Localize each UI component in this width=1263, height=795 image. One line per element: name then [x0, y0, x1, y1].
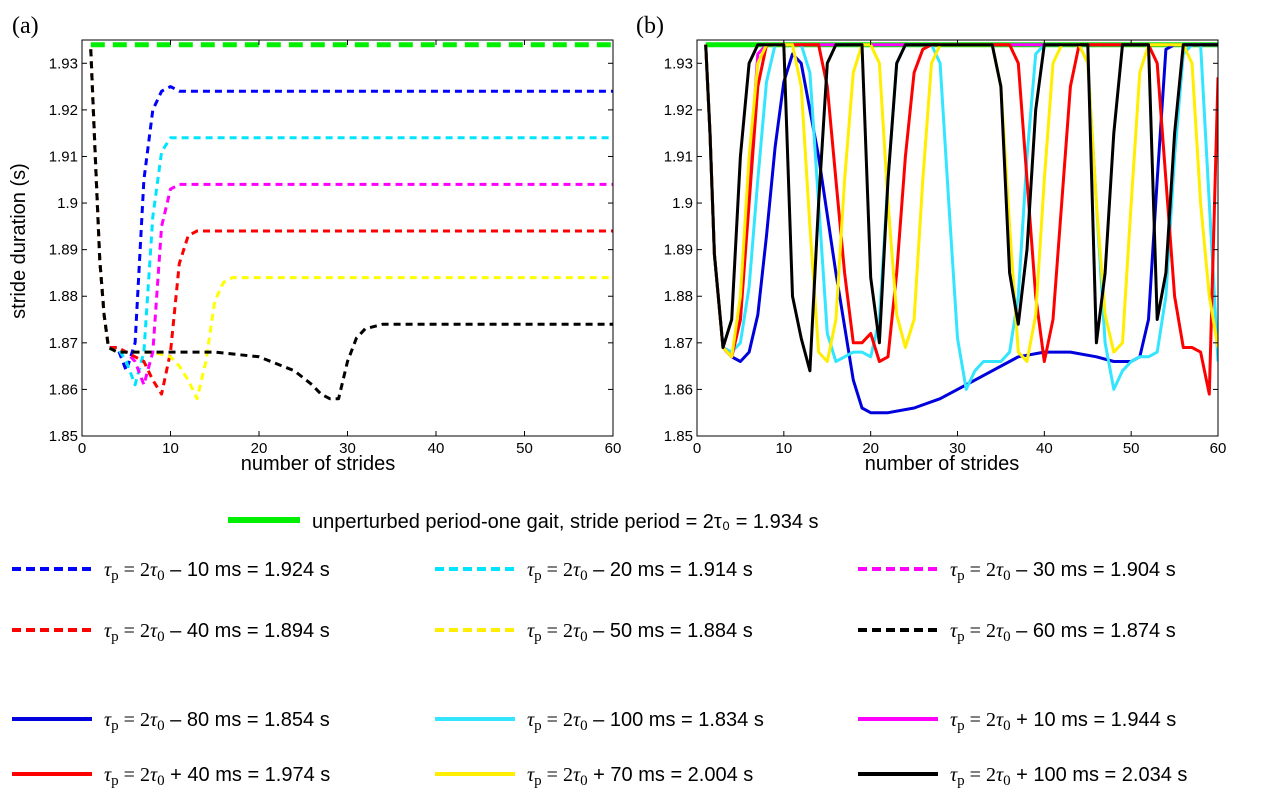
- legend-entry-5: τp = 2τ0 – 60 ms = 1.874 s: [858, 620, 1176, 645]
- legend-label: τp = 2τ0 – 50 ms = 1.884 s: [527, 620, 753, 645]
- y-tick-label: 1.86: [49, 381, 78, 398]
- legend-entry-7: τp = 2τ0 – 100 ms = 1.834 s: [435, 709, 764, 734]
- y-tick-label: 1.88: [49, 288, 78, 305]
- legend-label: τp = 2τ0 + 70 ms = 2.004 s: [527, 764, 753, 789]
- legend-entry-0: τp = 2τ0 – 10 ms = 1.924 s: [12, 559, 330, 584]
- legend-entry-10: τp = 2τ0 + 70 ms = 2.004 s: [435, 764, 753, 789]
- y-tick-label: 1.89: [664, 242, 693, 259]
- x-tick-label: 20: [251, 440, 268, 457]
- x-tick-label: 50: [1123, 440, 1140, 457]
- legend-label: τp = 2τ0 – 40 ms = 1.894 s: [104, 620, 330, 645]
- x-tick-label: 40: [1036, 440, 1053, 457]
- y-tick-label: 1.86: [664, 381, 693, 398]
- legend-label: τp = 2τ0 – 100 ms = 1.834 s: [527, 709, 764, 734]
- legend: unperturbed period-one gait, stride peri…: [12, 511, 1187, 789]
- x-axis-label-b: number of strides: [865, 453, 1020, 475]
- legend-entry-11: τp = 2τ0 + 100 ms = 2.034 s: [858, 764, 1187, 789]
- legend-label: τp = 2τ0 – 20 ms = 1.914 s: [527, 559, 753, 584]
- y-tick-label: 1.93: [664, 55, 693, 72]
- x-tick-label: 60: [1210, 440, 1227, 457]
- y-tick-label: 1.88: [664, 288, 693, 305]
- y-tick-label: 1.9: [57, 195, 78, 212]
- series-line-5: [89, 49, 613, 401]
- y-tick-label: 1.91: [664, 148, 693, 165]
- legend-label: τp = 2τ0 + 100 ms = 2.034 s: [950, 764, 1187, 789]
- plot-area: [82, 40, 613, 436]
- legend-entry-2: τp = 2τ0 – 30 ms = 1.904 s: [858, 559, 1176, 584]
- legend-label: τp = 2τ0 + 10 ms = 1.944 s: [950, 709, 1176, 734]
- x-tick-label: 40: [428, 440, 445, 457]
- x-axis-label-a: number of strides: [241, 453, 396, 475]
- x-tick-label: 0: [693, 440, 701, 457]
- x-tick-label: 30: [949, 440, 966, 457]
- legend-label: τp = 2τ0 + 40 ms = 1.974 s: [104, 764, 330, 789]
- panel-label-a: (a): [12, 13, 39, 39]
- legend-entry-3: τp = 2τ0 – 40 ms = 1.894 s: [12, 620, 330, 645]
- x-tick-label: 30: [339, 440, 356, 457]
- y-tick-label: 1.85: [49, 428, 78, 445]
- x-tick-label: 10: [775, 440, 792, 457]
- plot-a: 0 10 20 30 40 50 60 1.85 1.86 1.87 1.88 1.89 1.9 1.91…: [49, 39, 622, 457]
- y-axis-label-a: stride duration (s): [8, 163, 30, 319]
- y-tick-label: 1.92: [664, 102, 693, 119]
- y-tick-label: 1.9: [672, 195, 693, 212]
- y-tick-label: 1.87: [664, 335, 693, 352]
- plot-area: [697, 40, 1218, 436]
- y-tick-label: 1.93: [49, 55, 78, 72]
- y-tick-label: 1.87: [49, 335, 78, 352]
- legend-entry-4: τp = 2τ0 – 50 ms = 1.884 s: [435, 620, 753, 645]
- legend-entry-header: unperturbed period-one gait, stride peri…: [228, 511, 819, 533]
- legend-label: τp = 2τ0 – 30 ms = 1.904 s: [950, 559, 1176, 584]
- series-line-4: [89, 49, 613, 396]
- legend-entry-1: τp = 2τ0 – 20 ms = 1.914 s: [435, 559, 753, 584]
- y-tick-label: 1.89: [49, 242, 78, 259]
- legend-label: τp = 2τ0 – 10 ms = 1.924 s: [104, 559, 330, 584]
- x-tick-label: 50: [516, 440, 533, 457]
- legend-label: unperturbed period-one gait, stride peri…: [312, 511, 819, 533]
- y-tick-label: 1.91: [49, 148, 78, 165]
- x-tick-label: 60: [605, 440, 622, 457]
- panel-label-b: (b): [636, 13, 664, 39]
- y-tick-label: 1.85: [664, 428, 693, 445]
- x-tick-label: 10: [162, 440, 179, 457]
- series-line-6: [89, 49, 613, 401]
- plot-b: 0 10 20 30 40 50 60 1.85 1.86 1.87 1.88 1.89 1.9 1.91…: [664, 39, 1227, 457]
- x-tick-label: 0: [78, 440, 86, 457]
- legend-entry-6: τp = 2τ0 – 80 ms = 1.854 s: [12, 709, 330, 734]
- x-tick-label: 20: [862, 440, 879, 457]
- legend-entry-8: τp = 2τ0 + 10 ms = 1.944 s: [858, 709, 1176, 734]
- legend-label: τp = 2τ0 – 80 ms = 1.854 s: [104, 709, 330, 734]
- series-group: [89, 42, 613, 401]
- legend-label: τp = 2τ0 – 60 ms = 1.874 s: [950, 620, 1176, 645]
- legend-entry-9: τp = 2τ0 + 40 ms = 1.974 s: [12, 764, 330, 789]
- y-tick-label: 1.92: [49, 102, 78, 119]
